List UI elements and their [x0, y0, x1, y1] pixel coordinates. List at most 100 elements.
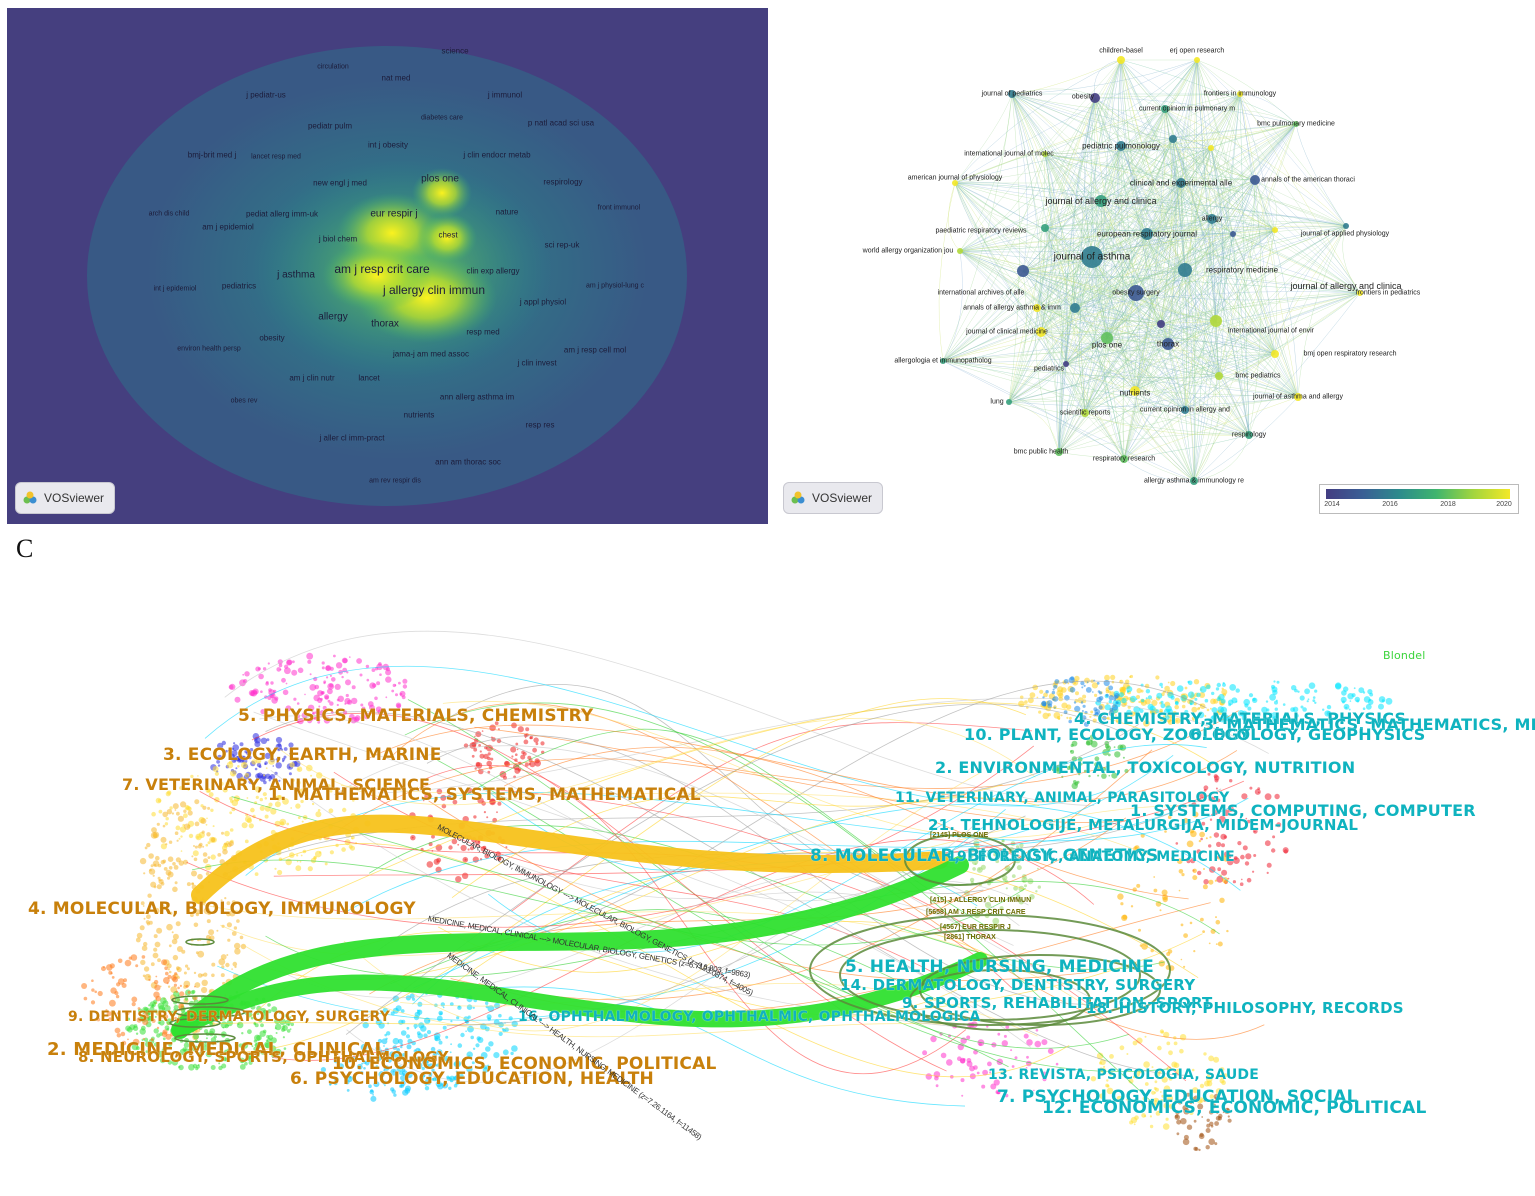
- journal-dot: [510, 1051, 514, 1056]
- journal-node[interactable]: [1081, 409, 1089, 417]
- journal-label: sci rep-uk: [544, 240, 580, 250]
- journal-node[interactable]: [1207, 214, 1217, 224]
- network-link: [1123, 292, 1141, 460]
- journal-dot: [1264, 793, 1272, 801]
- journal-node[interactable]: [1017, 265, 1029, 277]
- journal-node[interactable]: [1070, 303, 1080, 313]
- journal-node[interactable]: [1169, 135, 1177, 143]
- journal-node[interactable]: [1033, 304, 1041, 312]
- journal-node[interactable]: [1041, 224, 1049, 232]
- journal-dot: [241, 1032, 244, 1035]
- journal-node[interactable]: [952, 180, 958, 186]
- journal-node[interactable]: [1215, 372, 1223, 380]
- journal-node[interactable]: [1101, 332, 1113, 344]
- journal-node[interactable]: [1090, 93, 1100, 103]
- journal-node[interactable]: [1250, 175, 1260, 185]
- journal-node[interactable]: [1130, 386, 1140, 396]
- journal-label: journal of asthma and allergy: [1253, 393, 1343, 401]
- journal-node[interactable]: [1294, 393, 1302, 401]
- journal-node[interactable]: [1293, 121, 1299, 127]
- journal-node[interactable]: [1272, 227, 1278, 233]
- journal-dot: [1105, 693, 1109, 697]
- journal-node[interactable]: [1181, 406, 1189, 414]
- journal-node[interactable]: [1117, 56, 1125, 64]
- journal-dot: [1224, 882, 1227, 885]
- journal-dot: [1271, 848, 1276, 853]
- journal-node[interactable]: [1161, 105, 1169, 113]
- journal-node[interactable]: [1128, 285, 1144, 301]
- journal-dot: [1055, 767, 1062, 774]
- journal-node[interactable]: [1343, 223, 1349, 229]
- journal-node[interactable]: [1178, 263, 1192, 277]
- journal-dot: [333, 1077, 339, 1082]
- journal-node[interactable]: [1176, 178, 1186, 188]
- network-link: [1044, 227, 1195, 482]
- journal-node[interactable]: [1008, 90, 1016, 98]
- journal-node[interactable]: [1271, 350, 1279, 358]
- journal-node[interactable]: [1063, 361, 1069, 367]
- journal-node[interactable]: [1042, 151, 1048, 157]
- journal-dot: [292, 660, 295, 664]
- journal-dot: [159, 1014, 164, 1019]
- network-link: [1044, 138, 1174, 229]
- journal-dot: [1135, 857, 1137, 860]
- journal-dot: [474, 767, 477, 770]
- journal-node[interactable]: [1357, 290, 1363, 296]
- journal-dot: [1119, 679, 1124, 684]
- journal-node[interactable]: [1120, 455, 1128, 463]
- journal-node[interactable]: [940, 358, 946, 364]
- journal-node[interactable]: [957, 248, 963, 254]
- network-link: [1123, 229, 1276, 460]
- journal-dot: [148, 908, 151, 911]
- journal-dot: [188, 833, 194, 839]
- journal-dot: [136, 932, 143, 939]
- journal-dot: [1177, 1099, 1183, 1105]
- journal-node[interactable]: [1055, 448, 1063, 456]
- journal-dot: [422, 1058, 429, 1066]
- journal-label: thorax: [371, 318, 399, 330]
- journal-dot: [1096, 681, 1100, 685]
- journal-dot: [274, 1027, 277, 1030]
- journal-node[interactable]: [1162, 338, 1174, 350]
- journal-node[interactable]: [1194, 57, 1200, 63]
- journal-dot: [428, 1063, 434, 1069]
- journal-ellipse: [174, 1006, 246, 1018]
- journal-node[interactable]: [1095, 195, 1107, 207]
- journal-dot: [1140, 833, 1145, 838]
- journal-dot: [351, 837, 354, 840]
- journal-node[interactable]: [1190, 477, 1198, 485]
- journal-dot: [440, 1002, 445, 1007]
- journal-dot: [347, 699, 353, 705]
- journal-dot: [471, 754, 475, 758]
- journal-node[interactable]: [1208, 145, 1214, 151]
- journal-node[interactable]: [1230, 231, 1236, 237]
- network-link: [1120, 145, 1212, 149]
- journal-node[interactable]: [1116, 141, 1126, 151]
- citation-link: [238, 698, 1027, 1053]
- journal-node[interactable]: [1245, 431, 1253, 439]
- journal-node[interactable]: [1006, 399, 1012, 405]
- journal-dot: [424, 793, 430, 799]
- journal-node[interactable]: [1157, 320, 1165, 328]
- citation-link: [428, 800, 1093, 981]
- network-link: [1184, 93, 1241, 271]
- journal-node[interactable]: [1237, 91, 1243, 97]
- vosviewer-badge-a[interactable]: VOSviewer: [15, 482, 116, 514]
- network-link: [1058, 233, 1234, 453]
- journal-dot: [264, 814, 269, 819]
- vosviewer-badge-b[interactable]: VOSviewer: [783, 482, 884, 514]
- cluster-ellipse: [909, 969, 1091, 1031]
- network-link: [1106, 319, 1217, 339]
- journal-dot: [1140, 689, 1144, 693]
- journal-dot: [167, 871, 174, 878]
- journal-dot: [510, 746, 517, 753]
- journal-dot: [1132, 887, 1137, 892]
- journal-node[interactable]: [1141, 228, 1153, 240]
- journal-dot: [349, 656, 351, 658]
- journal-node[interactable]: [1081, 246, 1103, 268]
- journal-node[interactable]: [1036, 327, 1046, 337]
- journal-dot: [287, 847, 290, 850]
- journal-node[interactable]: [1210, 315, 1222, 327]
- journal-dot: [175, 825, 181, 831]
- journal-dot: [1227, 1118, 1232, 1123]
